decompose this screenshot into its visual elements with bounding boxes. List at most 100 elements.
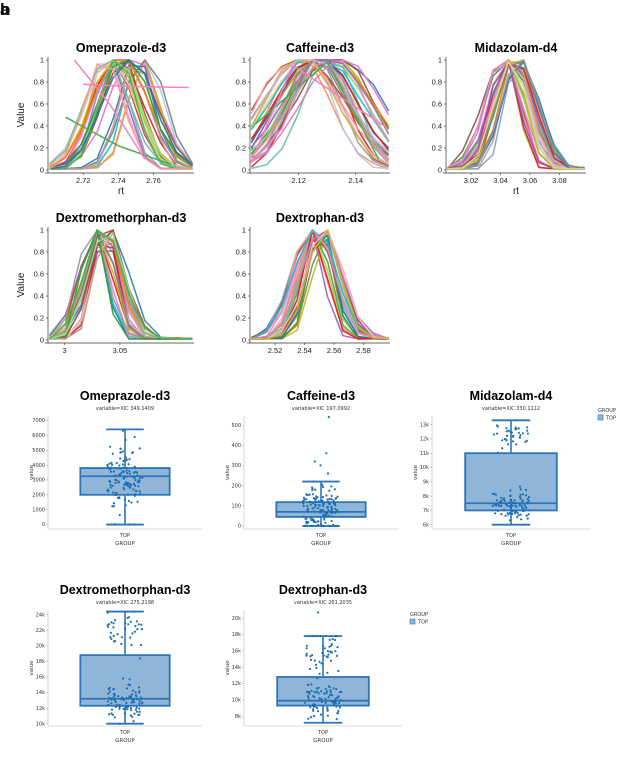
data-point — [124, 628, 127, 631]
data-point — [311, 635, 314, 638]
data-point — [500, 499, 503, 502]
data-point — [326, 472, 330, 475]
data-point — [317, 611, 320, 614]
data-point — [330, 651, 334, 654]
y-tick-label: 1 — [438, 56, 442, 65]
data-point — [325, 692, 328, 695]
data-point — [302, 496, 306, 499]
data-point — [118, 514, 121, 517]
chart-title: Caffeine-d3 — [287, 389, 355, 403]
data-point — [123, 712, 126, 715]
data-point — [333, 488, 336, 491]
panel-label-b: b — [0, 0, 11, 19]
y-tick-label: 200 — [231, 483, 241, 489]
data-point — [118, 707, 121, 710]
data-point — [329, 689, 332, 692]
data-point — [139, 476, 142, 480]
data-point — [511, 440, 515, 443]
data-point — [125, 705, 128, 708]
line-chart-svg: Dextromethorphan-d3 0 0.2 0.4 0.6 0.8 1 3 3.05 Va… — [16, 211, 194, 355]
data-point — [110, 523, 113, 526]
line-chart-svg: Caffeine-d3 0 0.2 0.4 0.6 0.8 1 2.12 2.14 — [236, 41, 390, 185]
data-point — [141, 476, 144, 479]
y-tick-label: 0.2 — [236, 144, 246, 153]
series-line — [49, 59, 193, 170]
data-point — [326, 524, 330, 528]
data-point — [317, 520, 320, 523]
data-point — [516, 516, 519, 519]
data-point — [121, 470, 125, 473]
series-line — [251, 229, 389, 340]
data-point — [125, 469, 128, 472]
y-axis-label: value — [413, 464, 419, 480]
data-point — [108, 468, 111, 471]
y-tick-label: 0 — [438, 166, 442, 175]
data-point — [316, 677, 319, 680]
y-tick-label: 9k — [423, 479, 429, 485]
series-line — [65, 116, 172, 166]
chart-title: Omeprazole-d3 — [80, 389, 170, 403]
data-point — [318, 660, 321, 663]
data-point — [128, 678, 131, 681]
y-axis-label: Value — [16, 102, 27, 127]
data-point — [506, 443, 510, 446]
data-point — [336, 712, 339, 715]
data-point — [303, 498, 306, 501]
data-point — [134, 470, 137, 473]
data-point — [330, 485, 333, 488]
data-point — [114, 491, 117, 494]
chart-subtitle: variable=XIC 349.1409 — [96, 406, 154, 412]
data-point — [308, 699, 311, 702]
data-point — [337, 696, 340, 699]
data-point — [519, 495, 522, 498]
y-tick-label: 1000 — [32, 507, 45, 513]
data-point — [121, 429, 124, 432]
data-point — [305, 690, 309, 694]
data-point — [527, 496, 531, 499]
data-point — [132, 701, 136, 704]
data-point — [305, 522, 308, 525]
data-point — [334, 698, 337, 702]
y-tick-label: 0.6 — [432, 100, 442, 109]
data-point — [506, 512, 509, 515]
data-point — [113, 619, 117, 622]
chart-title: Dextrophan-d3 — [279, 583, 367, 597]
data-point — [326, 498, 329, 501]
data-point — [521, 493, 525, 496]
y-tick-label: 7000 — [32, 418, 45, 424]
data-point — [128, 470, 131, 473]
data-point — [513, 504, 516, 507]
data-point — [314, 488, 317, 491]
data-point — [315, 524, 318, 528]
y-tick-label: 12k — [232, 681, 241, 687]
data-point — [122, 707, 125, 710]
y-tick-label: 8k — [423, 494, 429, 500]
data-point — [335, 718, 338, 721]
data-point — [121, 466, 124, 469]
y-tick-label: 0.8 — [432, 78, 442, 87]
data-point — [132, 698, 135, 701]
data-point — [330, 498, 333, 501]
x-tick-label: 3.04 — [493, 176, 508, 185]
data-point — [312, 480, 315, 483]
data-point — [309, 503, 312, 506]
data-point — [108, 690, 111, 693]
data-point — [128, 458, 131, 461]
data-point — [110, 702, 113, 705]
data-point — [501, 447, 504, 450]
data-point — [108, 713, 111, 716]
data-point — [334, 650, 337, 653]
series-line — [447, 59, 585, 170]
x-tick-label: TOP — [317, 730, 328, 736]
chart-subtitle: variable=XIC 197.0992 — [292, 406, 350, 412]
data-point — [327, 500, 330, 503]
y-tick-label: 12k — [36, 706, 45, 712]
chart-title: Dextromethorphan-d3 — [56, 211, 187, 225]
data-point — [338, 691, 342, 694]
data-point — [491, 504, 494, 508]
data-point — [136, 481, 139, 484]
data-point — [132, 720, 135, 723]
data-point — [519, 434, 522, 437]
data-point — [136, 698, 139, 701]
data-point — [508, 501, 511, 504]
